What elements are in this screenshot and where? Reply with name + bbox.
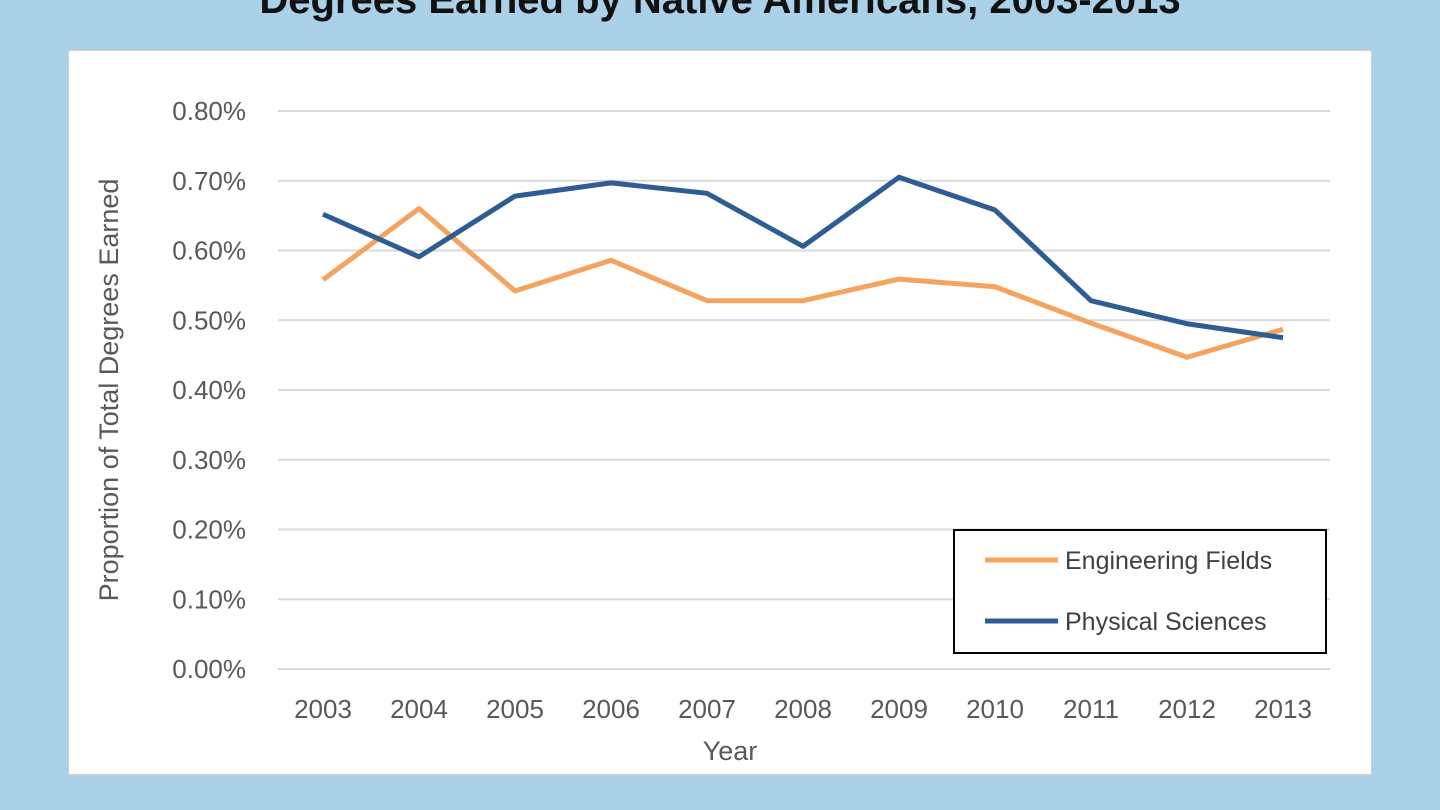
y-tick-label: 0.20% xyxy=(172,515,246,545)
y-tick-label: 0.50% xyxy=(172,305,246,335)
legend-label: Engineering Fields xyxy=(1065,547,1272,575)
y-tick-label: 0.60% xyxy=(172,236,246,266)
y-tick-label: 0.30% xyxy=(172,445,246,475)
y-tick-label: 0.70% xyxy=(172,166,246,196)
y-tick-label: 0.00% xyxy=(172,654,246,684)
chart-panel xyxy=(68,50,1372,775)
x-tick-label: 2007 xyxy=(678,694,736,724)
series-line-1 xyxy=(321,174,1284,341)
x-tick-label: 2005 xyxy=(486,694,544,724)
y-tick-label: 0.10% xyxy=(172,584,246,614)
x-tick-label: 2003 xyxy=(294,694,352,724)
x-tick-label: 2012 xyxy=(1158,694,1216,724)
x-tick-label: 2008 xyxy=(774,694,832,724)
series-line-0 xyxy=(321,206,1284,360)
x-tick-label: 2009 xyxy=(870,694,928,724)
y-axis-label: Proportion of Total Degrees Earned xyxy=(94,179,124,602)
legend-label: Physical Sciences xyxy=(1065,608,1266,636)
x-tick-label: 2011 xyxy=(1063,694,1119,724)
legend xyxy=(953,529,1327,654)
chart-title: Degrees Earned by Native Americans, 2003… xyxy=(259,0,1181,22)
x-tick-label: 2013 xyxy=(1254,694,1312,724)
x-tick-label: 2006 xyxy=(582,694,640,724)
y-tick-label: 0.40% xyxy=(172,375,246,405)
y-tick-label: 0.80% xyxy=(172,96,246,126)
x-axis-label: Year xyxy=(703,736,758,766)
x-tick-label: 2004 xyxy=(390,694,448,724)
x-tick-label: 2010 xyxy=(966,694,1024,724)
